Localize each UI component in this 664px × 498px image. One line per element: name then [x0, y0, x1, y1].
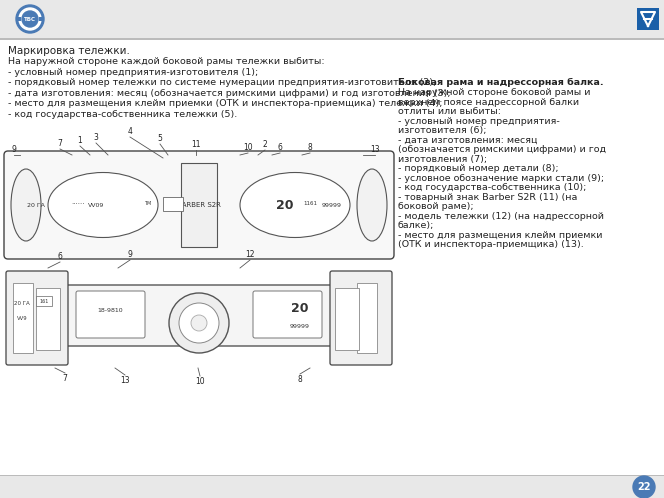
Text: ТМ: ТМ: [144, 201, 151, 206]
Text: 22: 22: [637, 482, 651, 493]
Text: 3: 3: [94, 133, 98, 142]
Text: - условный номер предприятия-: - условный номер предприятия-: [398, 117, 560, 125]
Bar: [39, 17, 44, 21]
Text: изготовителя (6);: изготовителя (6);: [398, 126, 487, 135]
Text: отлиты или выбиты:: отлиты или выбиты:: [398, 107, 501, 116]
Circle shape: [22, 11, 38, 27]
Text: 6: 6: [278, 143, 282, 152]
Bar: [0, 475, 664, 476]
Text: 99999: 99999: [290, 324, 310, 329]
FancyBboxPatch shape: [6, 271, 68, 365]
Text: 9: 9: [127, 250, 132, 259]
Ellipse shape: [357, 169, 387, 241]
Circle shape: [191, 315, 207, 331]
Text: 11: 11: [191, 140, 201, 149]
Text: 20: 20: [276, 199, 293, 212]
Bar: [36, 288, 60, 350]
Text: BARBER S2R: BARBER S2R: [177, 202, 221, 208]
Text: - код государства-собственника (10);: - код государства-собственника (10);: [398, 183, 586, 192]
Text: боковой раме);: боковой раме);: [398, 202, 473, 211]
Text: - место для размещения клейм приемки (ОТК и инспектора-приемщика) тележки (4);: - место для размещения клейм приемки (ОТ…: [8, 99, 442, 108]
Text: ......: ......: [71, 199, 85, 205]
Text: - условный номер предприятия-изготовителя (1);: - условный номер предприятия-изготовител…: [8, 68, 258, 77]
Text: VV9: VV9: [17, 316, 27, 321]
Text: - код государства-собственника тележки (5).: - код государства-собственника тележки (…: [8, 110, 237, 119]
Text: изготовления (7);: изготовления (7);: [398, 154, 487, 163]
Bar: [163, 197, 183, 211]
Text: На наружной стороне каждой боковой рамы тележки выбиты:: На наружной стороне каждой боковой рамы …: [8, 57, 325, 66]
Text: 8: 8: [297, 375, 302, 384]
Ellipse shape: [11, 169, 41, 241]
Text: (обозначается римскими цифрами) и год: (обозначается римскими цифрами) и год: [398, 145, 606, 154]
Text: 1: 1: [78, 136, 82, 145]
Bar: [36, 296, 52, 306]
Text: 4: 4: [127, 127, 132, 136]
Text: 13: 13: [371, 145, 380, 154]
FancyBboxPatch shape: [60, 285, 338, 346]
Text: 8: 8: [307, 143, 312, 152]
Text: 20 ГА: 20 ГА: [27, 203, 45, 208]
Bar: [13, 283, 33, 353]
FancyBboxPatch shape: [76, 291, 145, 338]
Text: верхнем поясе надрессорной балки: верхнем поясе надрессорной балки: [398, 98, 579, 107]
Text: 12: 12: [245, 250, 255, 259]
Bar: [0, 38, 664, 39]
Text: - порядковый номер тележки по системе нумерации предприятия-изготовителя (2);: - порядковый номер тележки по системе ну…: [8, 78, 436, 87]
Text: балке);: балке);: [398, 221, 434, 230]
Bar: [181, 163, 217, 247]
Text: - условное обозначение марки стали (9);: - условное обозначение марки стали (9);: [398, 173, 604, 182]
Text: 7: 7: [58, 139, 62, 148]
Text: - порядковый номер детали (8);: - порядковый номер детали (8);: [398, 164, 558, 173]
Circle shape: [16, 5, 44, 33]
Text: Маркировка тележки.: Маркировка тележки.: [8, 46, 130, 56]
Text: На наружной стороне боковой рамы и: На наружной стороне боковой рамы и: [398, 88, 590, 97]
Bar: [0, 0, 664, 38]
Text: VV09: VV09: [88, 203, 104, 208]
Text: - модель тележки (12) (на надрессорной: - модель тележки (12) (на надрессорной: [398, 212, 604, 221]
Text: (ОТК и инспектора-приемщика) (13).: (ОТК и инспектора-приемщика) (13).: [398, 240, 584, 249]
FancyBboxPatch shape: [330, 271, 392, 365]
Text: 20: 20: [291, 301, 309, 315]
Text: 6: 6: [58, 252, 62, 261]
Text: Боковая рама и надрессорная балка.: Боковая рама и надрессорная балка.: [398, 78, 604, 87]
Circle shape: [179, 303, 219, 343]
Circle shape: [633, 476, 655, 498]
Text: 20 ГА: 20 ГА: [14, 300, 30, 305]
Bar: [637, 8, 659, 30]
Text: 2: 2: [263, 140, 268, 149]
Circle shape: [169, 293, 229, 353]
Text: ТБС: ТБС: [24, 17, 36, 22]
Text: 7: 7: [62, 374, 68, 383]
Text: 99999: 99999: [322, 203, 342, 208]
Text: 18-9810: 18-9810: [97, 307, 123, 313]
Text: - дата изготовления: месяц: - дата изготовления: месяц: [398, 135, 537, 144]
Text: 161: 161: [39, 298, 48, 303]
Bar: [16, 17, 21, 21]
Text: 1161: 1161: [303, 201, 317, 206]
Ellipse shape: [48, 172, 158, 238]
Text: 5: 5: [157, 134, 163, 143]
Text: 10: 10: [243, 143, 253, 152]
FancyBboxPatch shape: [4, 151, 394, 259]
Text: 13: 13: [120, 376, 130, 385]
Text: - товарный знак Barber S2R (11) (на: - товарный знак Barber S2R (11) (на: [398, 193, 578, 202]
Circle shape: [19, 8, 41, 30]
Bar: [357, 283, 377, 353]
Ellipse shape: [240, 172, 350, 238]
Text: 9: 9: [11, 145, 17, 154]
Bar: [335, 288, 359, 350]
FancyBboxPatch shape: [253, 291, 322, 338]
Bar: [0, 476, 664, 498]
Text: 10: 10: [195, 377, 205, 386]
Text: - дата изготовления: месяц (обозначается римскими цифрами) и год изготовления (3: - дата изготовления: месяц (обозначается…: [8, 89, 451, 98]
Text: - место для размещения клейм приемки: - место для размещения клейм приемки: [398, 231, 602, 240]
